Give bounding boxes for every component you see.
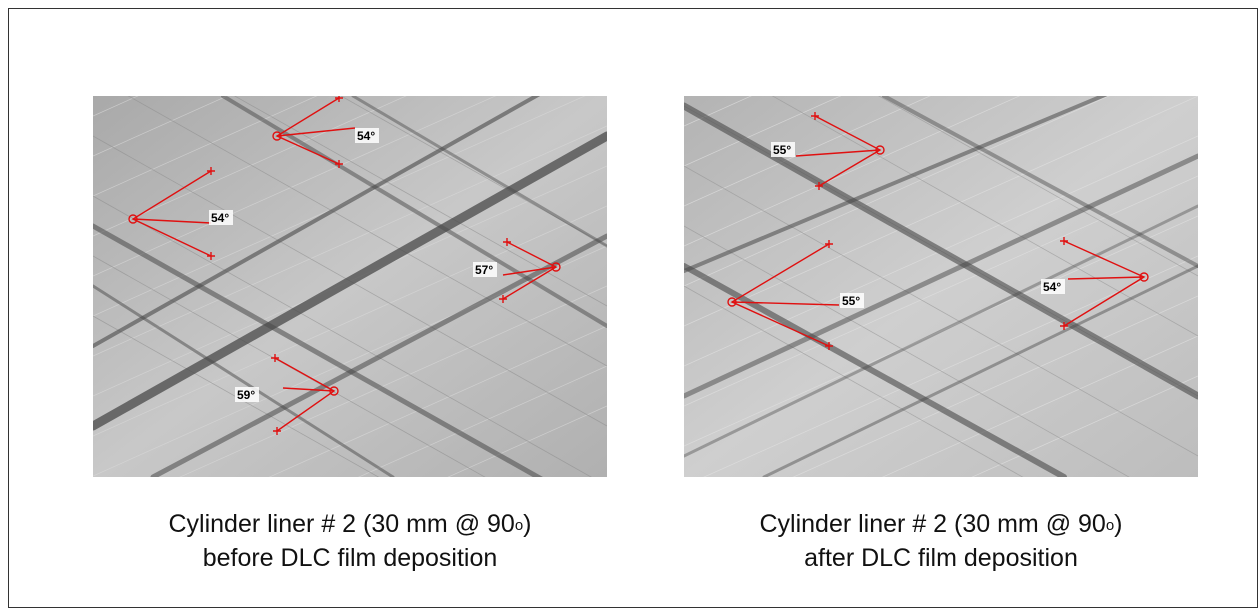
degree-superscript: o xyxy=(1105,517,1115,534)
angle-label-1: 54° xyxy=(357,129,375,143)
caption-after-line1: Cylinder liner # 2 (30 mm @ 90o) xyxy=(684,507,1198,541)
caption-before-text: Cylinder liner # 2 (30 mm @ 90 xyxy=(168,510,515,538)
angle-label-4: 59° xyxy=(237,388,255,402)
caption-before-line1: Cylinder liner # 2 (30 mm @ 90o) xyxy=(93,507,607,541)
caption-after-text: Cylinder liner # 2 (30 mm @ 90 xyxy=(759,510,1106,538)
angle-label-2: 54° xyxy=(211,211,229,225)
figure-frame: 54° 54° 57° 59° xyxy=(8,8,1258,608)
caption-after: Cylinder liner # 2 (30 mm @ 90o) after D… xyxy=(684,507,1198,575)
caption-after-close: ) xyxy=(1114,510,1123,538)
micrograph-after-svg: 55° 55° 54° xyxy=(684,96,1198,477)
angle-label-7: 54° xyxy=(1043,280,1061,294)
micrograph-after: 55° 55° 54° xyxy=(684,96,1198,477)
angle-label-5: 55° xyxy=(773,143,791,157)
angle-label-3: 57° xyxy=(475,263,493,277)
caption-after-line2: after DLC film deposition xyxy=(804,544,1078,572)
degree-superscript: o xyxy=(514,517,524,534)
micrograph-before: 54° 54° 57° 59° xyxy=(93,96,607,477)
caption-before: Cylinder liner # 2 (30 mm @ 90o) before … xyxy=(93,507,607,575)
caption-before-close: ) xyxy=(523,510,532,538)
micrograph-before-svg: 54° 54° 57° 59° xyxy=(93,96,607,477)
angle-label-6: 55° xyxy=(842,294,860,308)
caption-before-line2: before DLC film deposition xyxy=(202,544,498,572)
